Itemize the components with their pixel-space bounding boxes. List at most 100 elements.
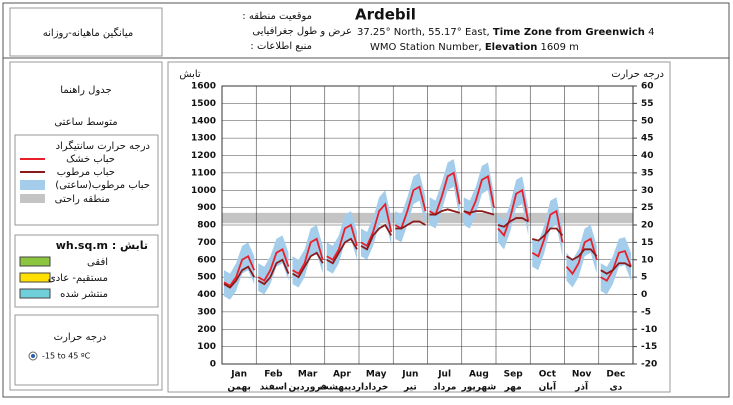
x-tick-label-fa: اردیبهشت (320, 383, 365, 393)
x-tick-label: Feb (264, 370, 283, 380)
legend-label: حباب مرطوب (57, 167, 115, 178)
y2-tick-label: 40 (641, 151, 654, 161)
y2-tick-label: -20 (641, 360, 657, 370)
y2-tick-label: 35 (641, 168, 654, 178)
series-line (257, 258, 290, 286)
legend-title: درجه حرارت سانتیگراد (56, 140, 150, 152)
legend-box (14, 134, 159, 226)
series-line (326, 237, 358, 265)
y2-tick-label: -5 (641, 307, 651, 317)
subtitle: میانگین ماهیانه-روزانه (43, 27, 133, 39)
x-tick-label: Dec (606, 370, 625, 380)
x-tick-label-fa: آبان (539, 381, 557, 393)
x-tick-label: Oct (539, 370, 557, 380)
elevation: 1609 m (541, 42, 579, 53)
radiation-title: wh.sq.m : تابش (56, 239, 148, 252)
legend-label: منطقه راحتی (55, 194, 110, 205)
x-tick-label-fa: اسفند (260, 383, 287, 393)
timezone: 4 (648, 27, 654, 38)
y-tick-label: 500 (197, 273, 216, 283)
series-line (223, 265, 256, 289)
radiation-label: افقی (87, 257, 108, 268)
y-tick-label: 1300 (191, 134, 216, 144)
series-line (429, 208, 460, 216)
y-tick-label: 1000 (191, 186, 216, 196)
x-tick-label: Sep (504, 370, 524, 380)
plot: 0100200300400500600700800900100011001200… (191, 82, 657, 393)
y-tick-label: 600 (197, 255, 216, 265)
y2-tick-label: 30 (641, 186, 654, 196)
coords-label: عرض و طول جغرافیایی (252, 26, 352, 37)
x-tick-label: Jul (437, 370, 451, 380)
y2-tick-label: 25 (641, 203, 654, 213)
y-tick-label: 900 (197, 203, 216, 213)
y2-tick-label: 55 (641, 99, 654, 109)
x-tick-label-fa: بهمن (227, 383, 250, 393)
radiation-swatch (19, 272, 51, 283)
y2-tick-label: 5 (641, 273, 647, 283)
radiation-swatch (19, 288, 51, 299)
series-line (463, 174, 495, 216)
sidebar-mode: متوسط ساعتی (54, 117, 117, 128)
y-tick-label: 0 (210, 360, 216, 370)
y-tick-label: 100 (197, 342, 216, 352)
plot-border (221, 85, 634, 365)
y-axis-label: تابش (179, 69, 201, 80)
series-line (463, 210, 495, 216)
y2-tick-label: -10 (641, 325, 657, 335)
y2-tick-label: 10 (641, 255, 654, 265)
series-line (497, 217, 529, 228)
temp-box (14, 314, 159, 386)
radiation-label: منتشر شده (60, 289, 108, 300)
radio-dot (31, 354, 35, 358)
timezone-label: Time Zone from Greenwich (493, 27, 645, 38)
sidebar (9, 61, 163, 391)
elevation-label: Elevation (485, 42, 538, 53)
y2-tick-label: 50 (641, 116, 654, 126)
sidebar-title: جدول راهنما (60, 85, 111, 96)
y-tick-label: 200 (197, 325, 216, 335)
x-tick-label: May (366, 370, 387, 380)
series-line (566, 248, 598, 261)
radiation-box (14, 234, 159, 308)
y-tick-label: 1100 (191, 168, 216, 178)
x-tick-label-fa: خرداد (364, 383, 388, 393)
x-tick-label: Mar (298, 370, 318, 380)
range-label[interactable]: -15 to 45 ºC (42, 352, 91, 361)
x-tick-label-fa: آذر (574, 381, 589, 393)
x-tick-label-fa: شهریور (461, 383, 497, 393)
y2-tick-label: 60 (641, 82, 654, 92)
legend-swatch-band (20, 180, 45, 190)
x-tick-label-fa: دی (609, 383, 622, 393)
series-line (326, 223, 358, 261)
legend-swatch-comfort (20, 194, 45, 203)
coords: 37.25° North, 55.17° East, (357, 27, 490, 38)
x-tick-label-fa: مهر (504, 383, 522, 393)
coords-line: 37.25° North, 55.17° East, Time Zone fro… (357, 27, 654, 38)
source-label: : منبع اطلاعات (250, 41, 312, 52)
radiation-label: مستقیم- عادی (48, 273, 108, 284)
x-tick-label: Nov (572, 370, 592, 380)
y2-tick-label: 0 (641, 290, 647, 300)
station-line: WMO Station Number, Elevation 1609 m (370, 42, 579, 53)
series-line (395, 220, 426, 230)
legend-label: حباب مرطوب(ساعتی) (55, 180, 150, 191)
series-line (600, 262, 632, 275)
radiation-swatch (19, 256, 51, 267)
x-tick-label-fa: فروردین (288, 383, 326, 393)
y2-tick-label: -15 (641, 342, 657, 352)
legend-label: حباب خشک (66, 154, 115, 165)
series-line (600, 249, 632, 282)
series-line (223, 254, 256, 288)
series-line (292, 237, 324, 275)
station: WMO Station Number, (370, 42, 482, 53)
location: Ardebil (355, 6, 416, 24)
y2-tick-label: 45 (641, 134, 654, 144)
x-tick-label: Jan (230, 370, 247, 380)
y-tick-label: 800 (197, 221, 216, 231)
series-line (257, 248, 290, 282)
chart-frame (167, 61, 671, 393)
y-tick-label: 300 (197, 307, 216, 317)
header-box (9, 7, 163, 57)
